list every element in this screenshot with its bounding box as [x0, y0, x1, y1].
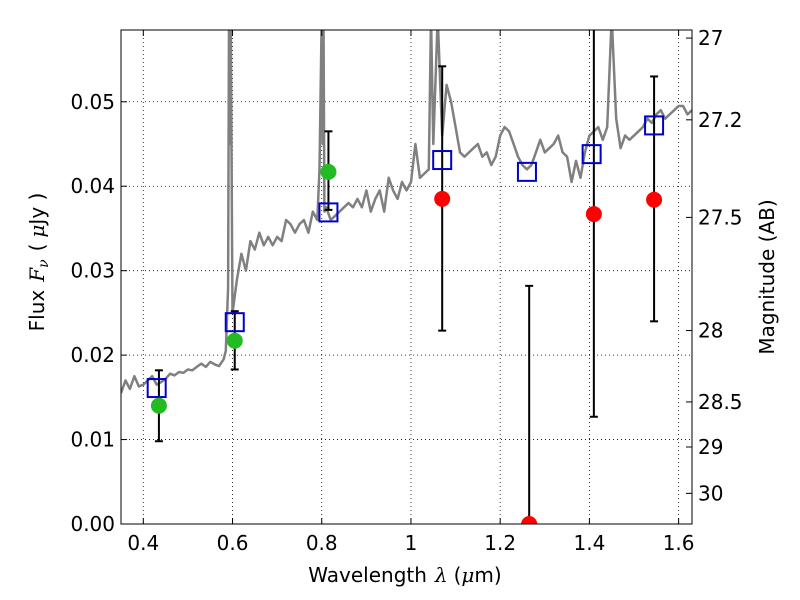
model-flux-square: [432, 150, 453, 171]
axis-ticks: 0.4 0.6 0.8 1 1.2 1.4 1.6 0.00 0.01 0.02 0.03 0.04 0…: [70, 26, 742, 555]
x-tick-label: 0.6: [217, 531, 249, 555]
right-tick-label: 27: [698, 26, 723, 50]
observed-flux-point: [434, 190, 451, 207]
right-tick-label: 30: [698, 481, 723, 505]
y-tick-label: 0.02: [70, 343, 115, 367]
model-flux-square: [581, 144, 602, 165]
observed-flux-point: [521, 516, 538, 524]
observed-flux-point: [226, 332, 243, 349]
right-axis-title: Magnitude (AB): [755, 199, 779, 354]
error-bar: [525, 284, 534, 524]
x-tick-label: 1.2: [484, 531, 516, 555]
y-tick-label: 0.00: [70, 512, 115, 536]
right-tick-label: 27.2: [698, 108, 743, 132]
series-layer: [121, 30, 692, 524]
grid-lines: [121, 30, 692, 525]
model-flux-square: [318, 202, 339, 223]
x-tick-label: 0.4: [127, 531, 159, 555]
observed-flux-point: [150, 397, 167, 414]
right-tick-label: 29: [698, 435, 723, 459]
right-tick-label: 28: [698, 319, 723, 343]
y-tick-label: 0.05: [70, 90, 115, 114]
model-flux-square: [644, 115, 665, 136]
y-axis-title: FluxFν(μJy ): [25, 193, 52, 332]
y-tick-label: 0.03: [70, 259, 115, 283]
observed-flux-point: [646, 191, 663, 208]
right-tick-label: 27.5: [698, 205, 743, 229]
x-tick-label: 1.6: [663, 531, 695, 555]
x-tick-label: 1.4: [573, 531, 605, 555]
x-tick-label: 1: [405, 531, 418, 555]
y-tick-label: 0.01: [70, 428, 115, 452]
plot-frame: [120, 29, 693, 525]
model-flux-square: [146, 378, 167, 399]
x-axis-title: Wavelength λ (μm): [308, 563, 501, 587]
right-tick-label: 28.5: [698, 390, 743, 414]
template-spectrum-line: [121, 30, 692, 394]
observed-flux-point: [320, 163, 337, 180]
model-flux-square: [224, 312, 245, 333]
observed-flux-point: [585, 206, 602, 223]
x-tick-label: 0.8: [306, 531, 338, 555]
y-tick-label: 0.04: [70, 174, 115, 198]
model-flux-square: [516, 161, 537, 182]
